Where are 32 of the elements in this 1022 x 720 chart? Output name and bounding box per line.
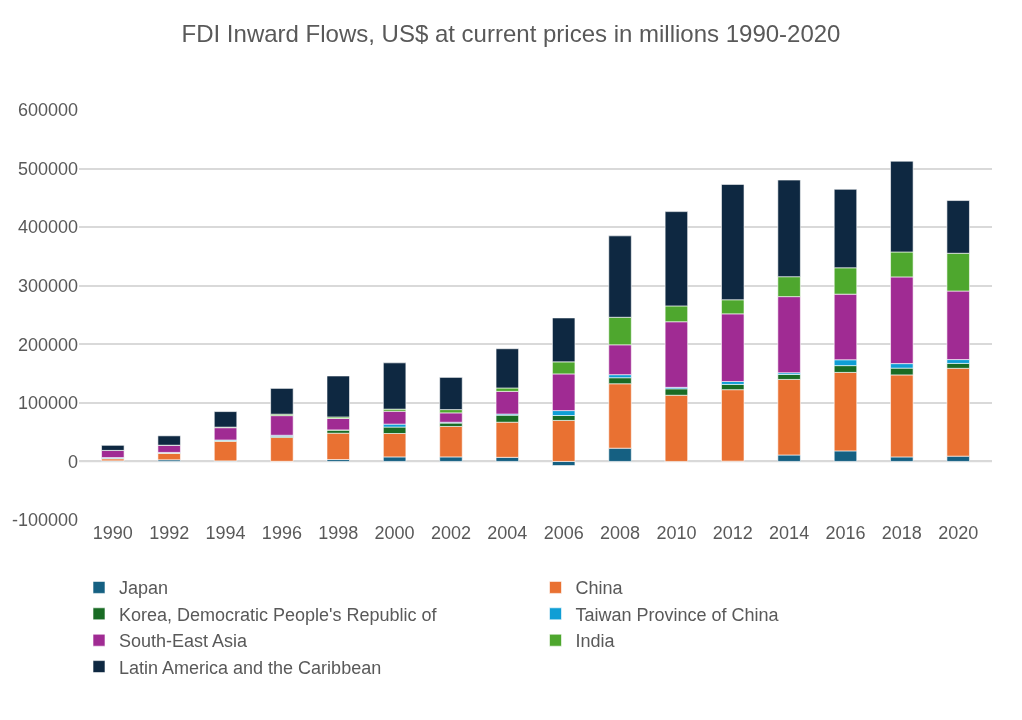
x-tick-label: 2000 xyxy=(374,523,415,543)
y-tick-label: 400000 xyxy=(17,217,78,238)
legend-label: Japan xyxy=(119,578,169,599)
x-tick-label: 2006 xyxy=(543,523,584,543)
x-tick-label: 1990 xyxy=(92,523,133,543)
x-tick-label: 2004 xyxy=(487,523,528,543)
x-tick-label: 1996 xyxy=(261,523,302,543)
x-tick-label: 2018 xyxy=(881,523,922,543)
legend-label: Taiwan Province of China xyxy=(575,604,780,625)
y-tick-label: 100000 xyxy=(17,393,78,414)
y-tick-label: 200000 xyxy=(17,334,78,355)
x-tick-label: 1998 xyxy=(318,523,359,543)
x-tick-label: 2014 xyxy=(769,523,810,543)
y-tick-label: 300000 xyxy=(17,276,78,297)
x-tick-label: 2016 xyxy=(825,523,866,543)
x-tick-label: 2010 xyxy=(656,523,697,543)
x-tick-label: 1994 xyxy=(205,523,246,543)
x-tick-label: 1992 xyxy=(149,523,190,543)
legend-label: China xyxy=(575,578,624,599)
x-tick-label: 2008 xyxy=(600,523,641,543)
chart-title: FDI Inward Flows, US$ at current prices in millions 1990-2020 xyxy=(181,20,841,47)
y-tick-label: 600000 xyxy=(17,100,78,121)
x-tick-label: 2020 xyxy=(938,523,979,543)
y-tick-label: 500000 xyxy=(17,158,78,179)
legend-label: Korea, Democratic People's Republic of xyxy=(119,604,438,625)
x-tick-label: 2012 xyxy=(712,523,753,543)
x-tick-label: 2002 xyxy=(430,523,471,543)
legend-label: India xyxy=(575,631,616,652)
y-tick-label: 0 xyxy=(67,451,78,472)
legend-label: South-East Asia xyxy=(119,631,249,652)
legend-label: Latin America and the Caribbean xyxy=(119,657,382,678)
y-tick-label: -100000 xyxy=(11,510,78,531)
